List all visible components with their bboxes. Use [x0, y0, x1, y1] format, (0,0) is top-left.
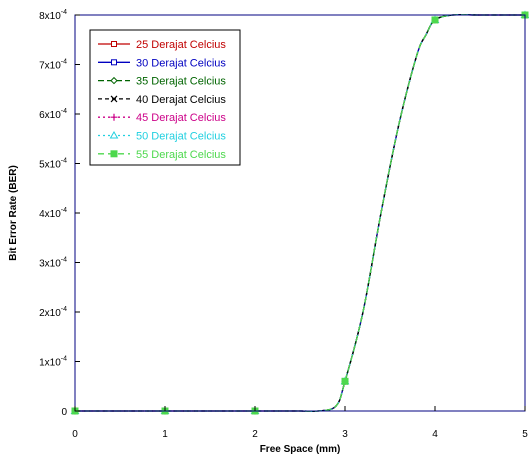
legend-label: 55 Derajat Celcius: [136, 149, 226, 161]
data-point-marker: [431, 16, 439, 24]
x-tick-label: 3: [342, 429, 348, 440]
y-tick-label: 8x10-4: [39, 9, 67, 22]
legend-label: 25 Derajat Celcius: [136, 39, 226, 51]
y-tick-label: 7x10-4: [39, 59, 67, 72]
series-line: [74, 13, 525, 413]
x-tick-label: 2: [252, 429, 258, 440]
legend-marker: [111, 41, 117, 47]
y-tick-label: 2x10-4: [39, 306, 67, 319]
x-tick-label: 5: [522, 429, 528, 440]
legend-marker: [110, 95, 118, 103]
x-tick-label: 0: [72, 429, 78, 440]
legend-label: 50 Derajat Celcius: [136, 131, 226, 143]
y-axis-title: Bit Error Rate (BER): [8, 165, 19, 261]
legend-label: 40 Derajat Celcius: [136, 94, 226, 106]
legend-label: 45 Derajat Celcius: [136, 112, 226, 124]
y-tick-label: 5x10-4: [39, 158, 67, 171]
legend-item: 35 Derajat Celcius: [98, 76, 226, 88]
legend-marker: [109, 131, 119, 139]
x-tick-label: 1: [162, 429, 168, 440]
y-tick-label: 6x10-4: [39, 108, 67, 121]
x-axis-title: Free Space (mm): [260, 444, 341, 455]
legend-marker: [110, 150, 118, 158]
y-tick-label: 3x10-4: [39, 257, 67, 270]
x-tick-label: 4: [432, 429, 438, 440]
legend-item: 40 Derajat Celcius: [98, 94, 226, 106]
legend-item: 45 Derajat Celcius: [98, 112, 226, 124]
legend-label: 35 Derajat Celcius: [136, 76, 226, 88]
legend-item: 25 Derajat Celcius: [98, 39, 226, 51]
legend-item: 50 Derajat Celcius: [98, 131, 226, 143]
y-tick-label: 0: [61, 407, 67, 418]
legend-marker: [111, 59, 117, 66]
legend-label: 30 Derajat Celcius: [136, 57, 226, 69]
legend: 25 Derajat Celcius 30 Derajat Celcius 35 D…: [89, 29, 241, 166]
legend-item: 30 Derajat Celcius: [98, 57, 226, 69]
data-point-marker: [341, 377, 349, 385]
y-axis: 0 1x10-4 2x10-4 3x10-4 4x10-4 5x10-4 6x10-4 7x1…: [39, 9, 80, 418]
y-tick-label: 4x10-4: [39, 207, 67, 220]
legend-item: 55 Derajat Celcius: [98, 149, 226, 161]
legend-marker: [110, 113, 118, 121]
y-tick-label: 1x10-4: [39, 356, 67, 369]
legend-marker: [110, 76, 118, 85]
x-axis: 0 1 2 3 4 5: [72, 406, 528, 440]
